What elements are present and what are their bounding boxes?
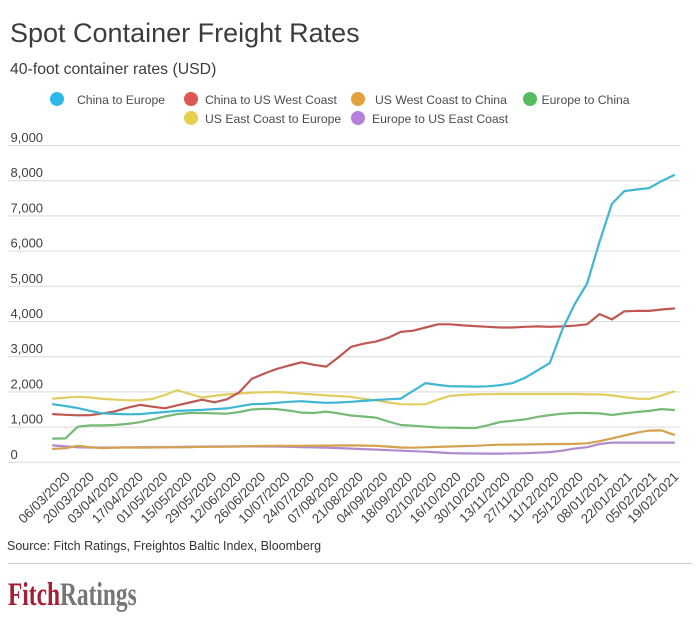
svg-text:0: 0 [11, 447, 18, 462]
svg-text:6,000: 6,000 [11, 236, 44, 251]
svg-text:5,000: 5,000 [11, 271, 44, 286]
svg-text:4,000: 4,000 [11, 306, 44, 321]
svg-text:9,000: 9,000 [11, 130, 44, 145]
svg-text:3,000: 3,000 [11, 341, 44, 356]
svg-text:7,000: 7,000 [11, 200, 44, 215]
svg-text:2,000: 2,000 [11, 376, 44, 391]
svg-text:8,000: 8,000 [11, 165, 44, 180]
svg-text:1,000: 1,000 [11, 412, 44, 427]
